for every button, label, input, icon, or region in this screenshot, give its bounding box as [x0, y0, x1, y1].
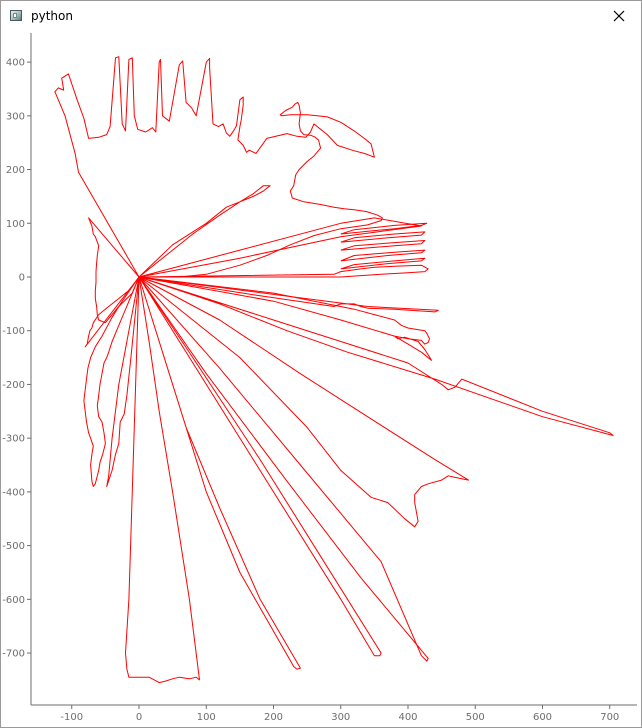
- series-line-15: [340, 249, 426, 262]
- x-tick-label: 400: [398, 712, 417, 723]
- y-tick-label: -200: [2, 380, 25, 391]
- y-tick-label: 400: [6, 58, 25, 69]
- series-line-4: [106, 276, 140, 487]
- series-line-3: [83, 276, 140, 487]
- y-tick-label: -400: [2, 487, 25, 498]
- app-icon: [10, 10, 22, 21]
- x-tick-label: 0: [136, 712, 142, 723]
- y-tick-label: 300: [6, 111, 25, 122]
- y-tick-label: 200: [6, 165, 25, 176]
- axes: [30, 33, 637, 706]
- y-tick-label: -100: [2, 326, 25, 337]
- series-line-5: [125, 276, 200, 684]
- series-line-16: [340, 240, 426, 251]
- series-line-9: [138, 276, 469, 528]
- x-tick-label: 600: [533, 712, 552, 723]
- series-line-0: [54, 56, 383, 278]
- y-tick-label: -500: [2, 541, 25, 552]
- series-line-2: [84, 276, 140, 348]
- x-tick-label: 100: [197, 712, 216, 723]
- y-tick-label: -300: [2, 434, 25, 445]
- x-tick-label: 300: [331, 712, 350, 723]
- series-line-1: [88, 217, 140, 324]
- series-line-18: [340, 222, 428, 235]
- series-line-12: [138, 276, 432, 361]
- series-line-20: [138, 185, 271, 278]
- y-tick-label: 100: [6, 219, 25, 230]
- series-line-7: [138, 276, 382, 657]
- ticks: 400 300 200 100 0 -100 -200 -300 -400 -500 -600 -70…: [2, 58, 619, 723]
- series-line-8: [138, 276, 429, 662]
- x-tick-label: -100: [60, 712, 83, 723]
- x-tick-label: 500: [466, 712, 485, 723]
- series-line-14: [340, 257, 426, 270]
- x-tick-label: 700: [600, 712, 619, 723]
- series-line-17: [340, 231, 426, 243]
- plot-area: 400 300 200 100 0 -100 -200 -300 -400 -500 -600 -70…: [1, 31, 641, 727]
- line-chart: 400 300 200 100 0 -100 -200 -300 -400 -500 -600 -70…: [2, 33, 637, 723]
- series-line-19: [138, 217, 422, 278]
- y-tick-label: 0: [19, 273, 25, 284]
- close-button[interactable]: [597, 1, 641, 31]
- y-tick-label: -700: [2, 649, 25, 660]
- series-lines: [54, 56, 614, 684]
- series-line-13: [138, 264, 429, 278]
- series-line-10: [138, 276, 614, 436]
- title-bar[interactable]: python: [1, 1, 641, 31]
- series-line-6: [138, 276, 301, 670]
- x-tick-label: 200: [264, 712, 283, 723]
- series-line-11: [138, 276, 439, 313]
- close-icon: [613, 10, 625, 22]
- window-title: python: [31, 9, 73, 23]
- y-tick-label: -600: [2, 595, 25, 606]
